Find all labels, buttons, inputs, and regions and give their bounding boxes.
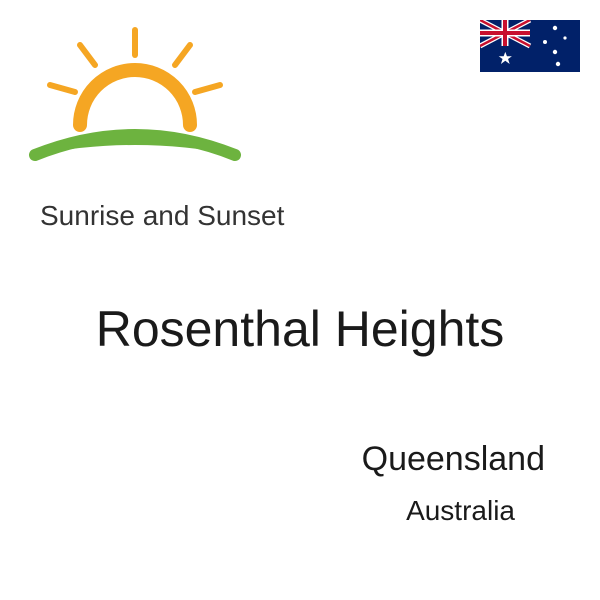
australia-flag-icon	[480, 20, 580, 72]
main-title: Rosenthal Heights	[96, 300, 505, 358]
country-text: Australia	[406, 495, 515, 527]
sun-rays-icon	[50, 30, 220, 92]
sun-arc-icon	[80, 70, 190, 125]
region-text: Queensland	[362, 440, 545, 479]
sunrise-logo	[20, 20, 250, 180]
subtitle-text: Sunrise and Sunset	[40, 200, 284, 232]
